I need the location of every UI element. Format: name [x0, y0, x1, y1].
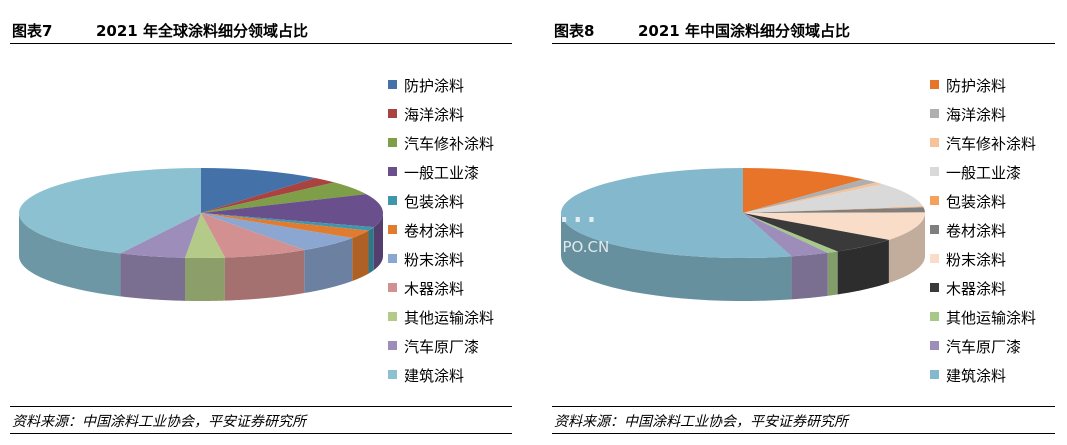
pie-slice-9 [185, 213, 225, 259]
legend-swatch [930, 254, 939, 263]
legend-swatch [930, 80, 939, 89]
legend-swatch [930, 370, 939, 379]
legend-swatch [930, 196, 939, 205]
pie-slice-side [185, 257, 225, 301]
pie-slice-side [791, 252, 828, 300]
pie-slice-1 [201, 168, 316, 213]
pie-slice-6 [201, 213, 369, 239]
legend-swatch [930, 225, 939, 234]
legend-swatch [388, 312, 397, 321]
pie-slice-11 [561, 168, 792, 258]
source-text: 资料来源：中国涂料工业协会，平安证券研究所 [12, 414, 306, 430]
pie-slice-11 [18, 168, 202, 254]
pie-slice-side [837, 239, 889, 295]
legend-label: 防护涂料 [404, 77, 465, 95]
legend-label: 建筑涂料 [946, 367, 1007, 385]
legend-label: 汽车原厂漆 [404, 338, 480, 356]
legend-swatch [930, 167, 939, 176]
source-note: 资料来源：中国涂料工业协会，平安证券研究所 [10, 406, 512, 434]
pie-slice-3 [201, 182, 367, 213]
chart-panel-china: 图表8 2021 年中国涂料细分领域占比 防护涂料海洋涂料汽车修补涂料 一般工业漆… [552, 0, 1055, 445]
legend-label: 一般工业漆 [946, 164, 1022, 182]
legend-swatch [388, 196, 397, 205]
legend-swatch [930, 109, 939, 118]
legend-label: 木器涂料 [404, 280, 465, 298]
legend-swatch [388, 80, 397, 89]
pie-slice-side [304, 238, 353, 294]
legend-swatch [930, 283, 939, 292]
pie-slice-10 [743, 213, 828, 257]
legend-label: 其他运输涂料 [946, 309, 1037, 327]
legend-label: 一般工业漆 [404, 164, 480, 182]
chart-area: 防护涂料海洋涂料汽车修补涂料 一般工业漆包装涂料卷材涂料粉末涂料木器涂料其他运输涂… [552, 45, 1055, 405]
pie-slice-side [827, 251, 838, 296]
legend-label: 海洋涂料 [404, 106, 465, 124]
pie-slice-2 [743, 179, 877, 213]
pie-slice-side [19, 213, 121, 297]
legend-label: 卷材涂料 [404, 222, 465, 240]
source-text: 资料来源：中国涂料工业协会，平安证券研究所 [554, 414, 848, 430]
legend-swatch [388, 225, 397, 234]
pie-slice-side [561, 213, 792, 301]
pie-slice-7 [201, 213, 353, 251]
legend-label: 包装涂料 [404, 193, 465, 211]
pie-slice-4 [743, 184, 924, 213]
legend-label: 汽车修补涂料 [404, 135, 495, 153]
figure-title-row: 图表8 2021 年中国涂料细分领域占比 [552, 17, 1055, 44]
pie-slice-side [888, 213, 925, 283]
figure-title: 2021 年全球涂料细分领域占比 [96, 22, 308, 40]
legend-label: 包装涂料 [946, 193, 1007, 211]
pie-slice-side [352, 230, 369, 282]
figure-title-row: 图表7 2021 年全球涂料细分领域占比 [10, 17, 512, 44]
legend-swatch [388, 109, 397, 118]
chart-panel-global: 图表7 2021 年全球涂料细分领域占比 防护涂料海洋涂料汽车修补涂料 一般工业漆… [10, 0, 512, 445]
legend-swatch [930, 138, 939, 147]
pie-slice-side [373, 213, 383, 271]
pie-slice-side [368, 227, 374, 274]
pie-slice-8 [201, 213, 305, 258]
pie-slice-9 [743, 213, 838, 253]
legend-label: 粉末涂料 [404, 251, 465, 269]
legend-swatch [388, 138, 397, 147]
pie-slice-5 [743, 206, 924, 213]
legend-label: 其他运输涂料 [404, 309, 495, 327]
pie-slice-side [120, 253, 186, 301]
pie-slice-10 [120, 213, 201, 258]
legend-label: 汽车修补涂料 [946, 135, 1037, 153]
pie-slice-7 [743, 212, 926, 240]
legend-label: 粉末涂料 [946, 251, 1007, 269]
legend-label: 卷材涂料 [946, 222, 1007, 240]
figure-number: 图表7 [12, 22, 53, 40]
pie-slice-6 [743, 207, 925, 213]
legend-label: 汽车原厂漆 [946, 338, 1022, 356]
legend-label: 木器涂料 [946, 280, 1007, 298]
pie-slice-2 [201, 177, 335, 213]
legend-swatch [930, 312, 939, 321]
legend-swatch [388, 370, 397, 379]
legend-swatch [388, 254, 397, 263]
pie-slice-side [224, 250, 305, 301]
figure-title: 2021 年中国涂料细分领域占比 [638, 22, 850, 40]
pie-slice-8 [743, 213, 889, 252]
figure-number: 图表8 [554, 22, 595, 40]
pie-chart-china [561, 168, 926, 301]
legend-swatch [388, 283, 397, 292]
legend-label: 防护涂料 [946, 77, 1007, 95]
legend-swatch [388, 341, 397, 350]
legend-label: 建筑涂料 [404, 367, 465, 385]
legend-label: 海洋涂料 [946, 106, 1007, 124]
source-note: 资料来源：中国涂料工业协会，平安证券研究所 [552, 406, 1055, 434]
pie-slice-4 [201, 194, 383, 228]
pie-chart-global [18, 168, 383, 301]
legend-swatch [388, 167, 397, 176]
chart-area: 防护涂料海洋涂料汽车修补涂料 一般工业漆包装涂料卷材涂料粉末涂料木器涂料其他运输涂… [10, 45, 512, 405]
pie-slice-5 [201, 213, 374, 231]
legend-swatch [930, 341, 939, 350]
pie-slice-3 [743, 182, 883, 213]
pie-slice-1 [743, 168, 864, 213]
